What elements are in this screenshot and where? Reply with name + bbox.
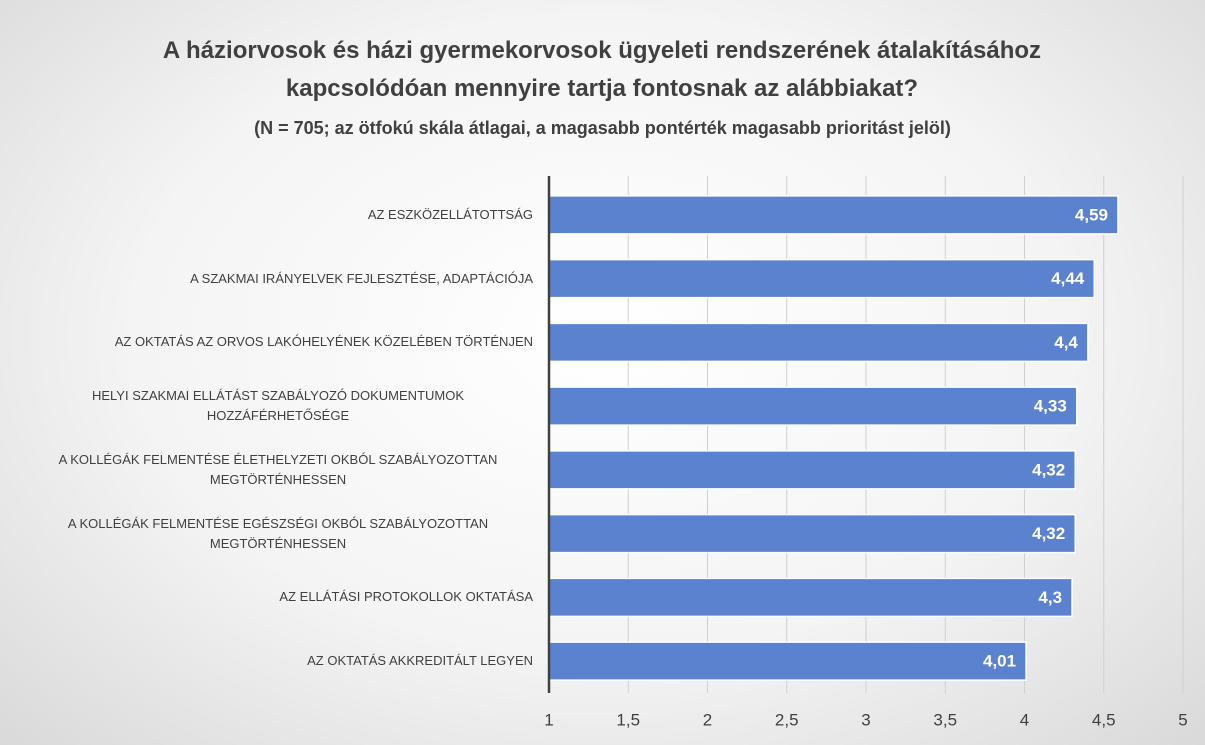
value-label: 4,59 — [1075, 205, 1108, 224]
x-tick-label: 4,5 — [1092, 710, 1116, 729]
bar — [548, 386, 1078, 426]
chart-title: A háziorvosok és házi gyermekorvosok ügy… — [162, 37, 1042, 102]
value-label: 4,32 — [1032, 524, 1065, 543]
x-tick-label: 2,5 — [775, 710, 799, 729]
x-tick-label: 1 — [544, 710, 553, 729]
y-tick-label: HELYI SZAKMAI ELLÁTÁST SZABÁLYOZÓ DOKUME… — [20, 386, 533, 426]
y-tick-text: HELYI SZAKMAI ELLÁTÁST SZABÁLYOZÓ DOKUME… — [91, 388, 465, 424]
bar — [548, 450, 1076, 490]
y-tick-label: AZ OKTATÁS AZ ORVOS LAKÓHELYÉNEK KÖZELÉB… — [20, 332, 533, 352]
y-tick-label: A KOLLÉGÁK FELMENTÉSE EGÉSZSÉGI OKBÓL SZ… — [20, 514, 533, 554]
x-tick-label: 1,5 — [616, 710, 640, 729]
y-tick-text: A KOLLÉGÁK FELMENTÉSE EGÉSZSÉGI OKBÓL SZ… — [67, 515, 489, 551]
y-tick-text: AZ OKTATÁS AZ ORVOS LAKÓHELYÉNEK KÖZELÉB… — [114, 334, 533, 350]
x-tick-label: 3,5 — [933, 710, 957, 729]
y-tick-label: A SZAKMAI IRÁNYELVEK FEJLESZTÉSE, ADAPTÁ… — [20, 269, 533, 289]
value-label: 4,32 — [1032, 460, 1065, 479]
y-tick-text: A KOLLÉGÁK FELMENTÉSE ÉLETHELYZETI OKBÓL… — [58, 451, 498, 487]
value-label: 4,3 — [1038, 588, 1062, 607]
y-tick-label: AZ ELLÁTÁSI PROTOKOLLOK OKTATÁSA — [20, 587, 533, 607]
bar — [548, 513, 1076, 554]
x-tick-label: 5 — [1178, 710, 1187, 729]
y-tick-label: AZ ESZKÖZELLÁTOTTSÁG — [20, 205, 533, 225]
y-tick-text: AZ ESZKÖZELLÁTOTTSÁG — [367, 206, 533, 222]
y-tick-text: AZ OKTATÁS AKKREDITÁLT LEGYEN — [307, 653, 533, 669]
chart-subtitle: (N = 705; az ötfokú skála átlagai, a mag… — [254, 118, 951, 138]
y-tick-text: AZ ELLÁTÁSI PROTOKOLLOK OKTATÁSA — [279, 589, 533, 605]
value-label: 4,4 — [1054, 333, 1078, 352]
value-label: 4,33 — [1034, 397, 1067, 416]
bar — [548, 258, 1095, 299]
x-tick-label: 4 — [1020, 710, 1029, 729]
bar — [548, 322, 1089, 363]
value-label: 4,01 — [983, 652, 1016, 671]
y-tick-text: A SZAKMAI IRÁNYELVEK FEJLESZTÉSE, ADAPTÁ… — [190, 270, 533, 286]
y-tick-label: A KOLLÉGÁK FELMENTÉSE ÉLETHELYZETI OKBÓL… — [20, 450, 533, 490]
value-label: 4,44 — [1051, 269, 1085, 288]
y-tick-label: AZ OKTATÁS AKKREDITÁLT LEGYEN — [20, 651, 533, 671]
bar — [548, 577, 1073, 618]
bar — [548, 641, 1027, 681]
x-tick-label: 3 — [861, 710, 870, 729]
bar — [548, 195, 1119, 235]
x-tick-label: 2 — [703, 710, 712, 729]
